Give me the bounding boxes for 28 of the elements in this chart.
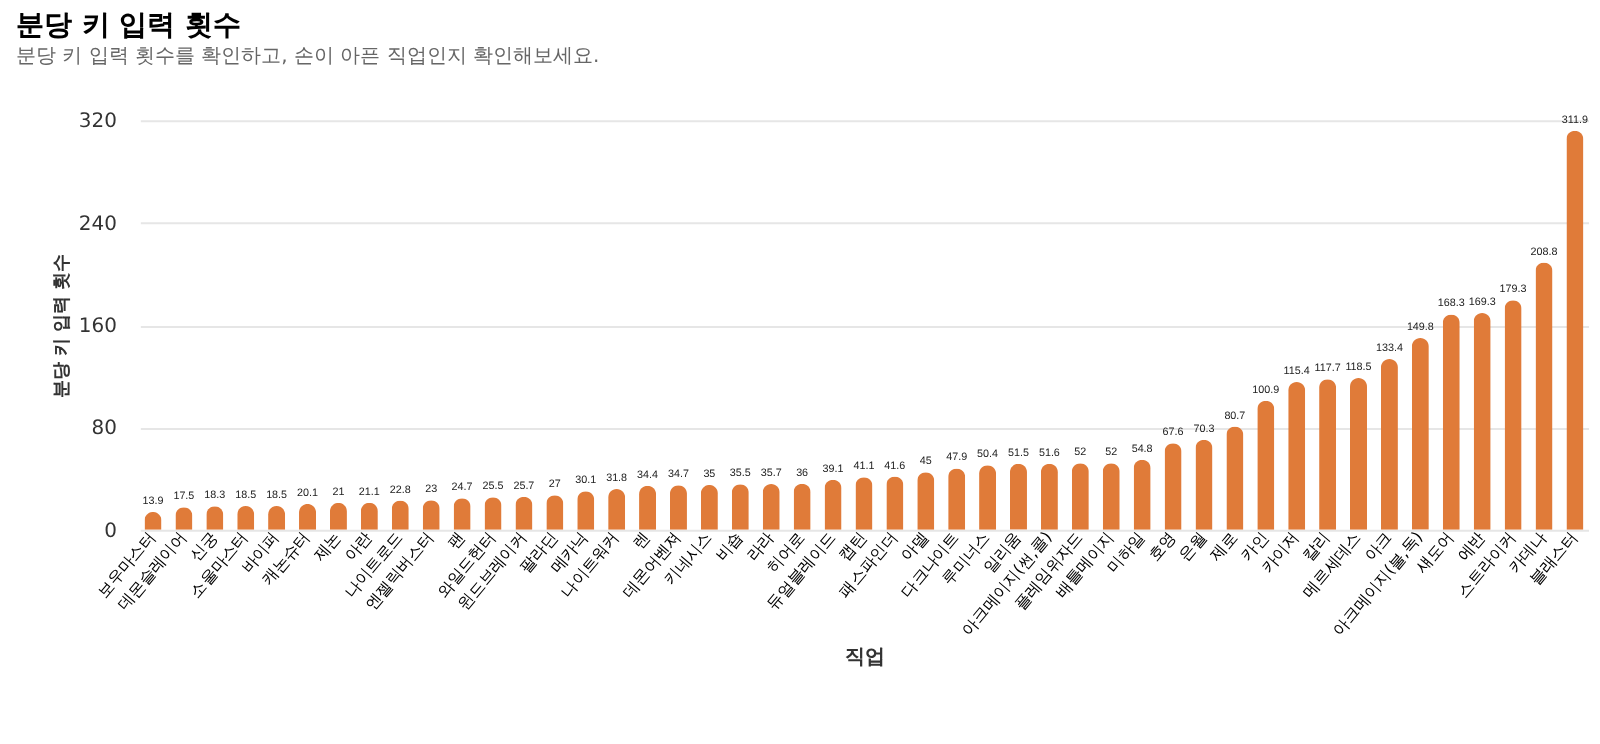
bar xyxy=(979,465,997,530)
x-axis-title: 직업 xyxy=(844,646,885,669)
chart-title: 분당 키 입력 횟수 xyxy=(15,10,242,43)
bar xyxy=(1288,382,1306,530)
bar xyxy=(1133,459,1151,530)
bar xyxy=(1411,338,1429,530)
bar xyxy=(1380,359,1398,530)
bar xyxy=(1257,400,1275,530)
bar xyxy=(1164,443,1182,530)
bar xyxy=(1535,262,1553,530)
y-tick-label: 160 xyxy=(78,316,117,339)
bar xyxy=(1195,439,1213,530)
bar xyxy=(1473,313,1491,530)
bar xyxy=(1504,300,1522,530)
bar xyxy=(1350,378,1367,530)
bar xyxy=(1009,463,1027,530)
bar xyxy=(1040,463,1058,530)
chart-subtitle: 분당 키 입력 횟수를 확인하고, 손이 아픈 직업인지 확인해보세요. xyxy=(15,46,600,69)
bar xyxy=(1566,130,1584,530)
y-tick-label: 240 xyxy=(78,213,117,236)
bar xyxy=(1226,426,1244,530)
y-tick-label: 320 xyxy=(78,111,117,134)
bar xyxy=(1319,379,1337,530)
y-axis-title: 분당 키 입력 횟수 xyxy=(52,253,73,399)
bar xyxy=(1442,314,1460,530)
bar xyxy=(1071,463,1089,530)
bar xyxy=(1102,463,1120,530)
y-tick-label: 80 xyxy=(91,418,117,441)
